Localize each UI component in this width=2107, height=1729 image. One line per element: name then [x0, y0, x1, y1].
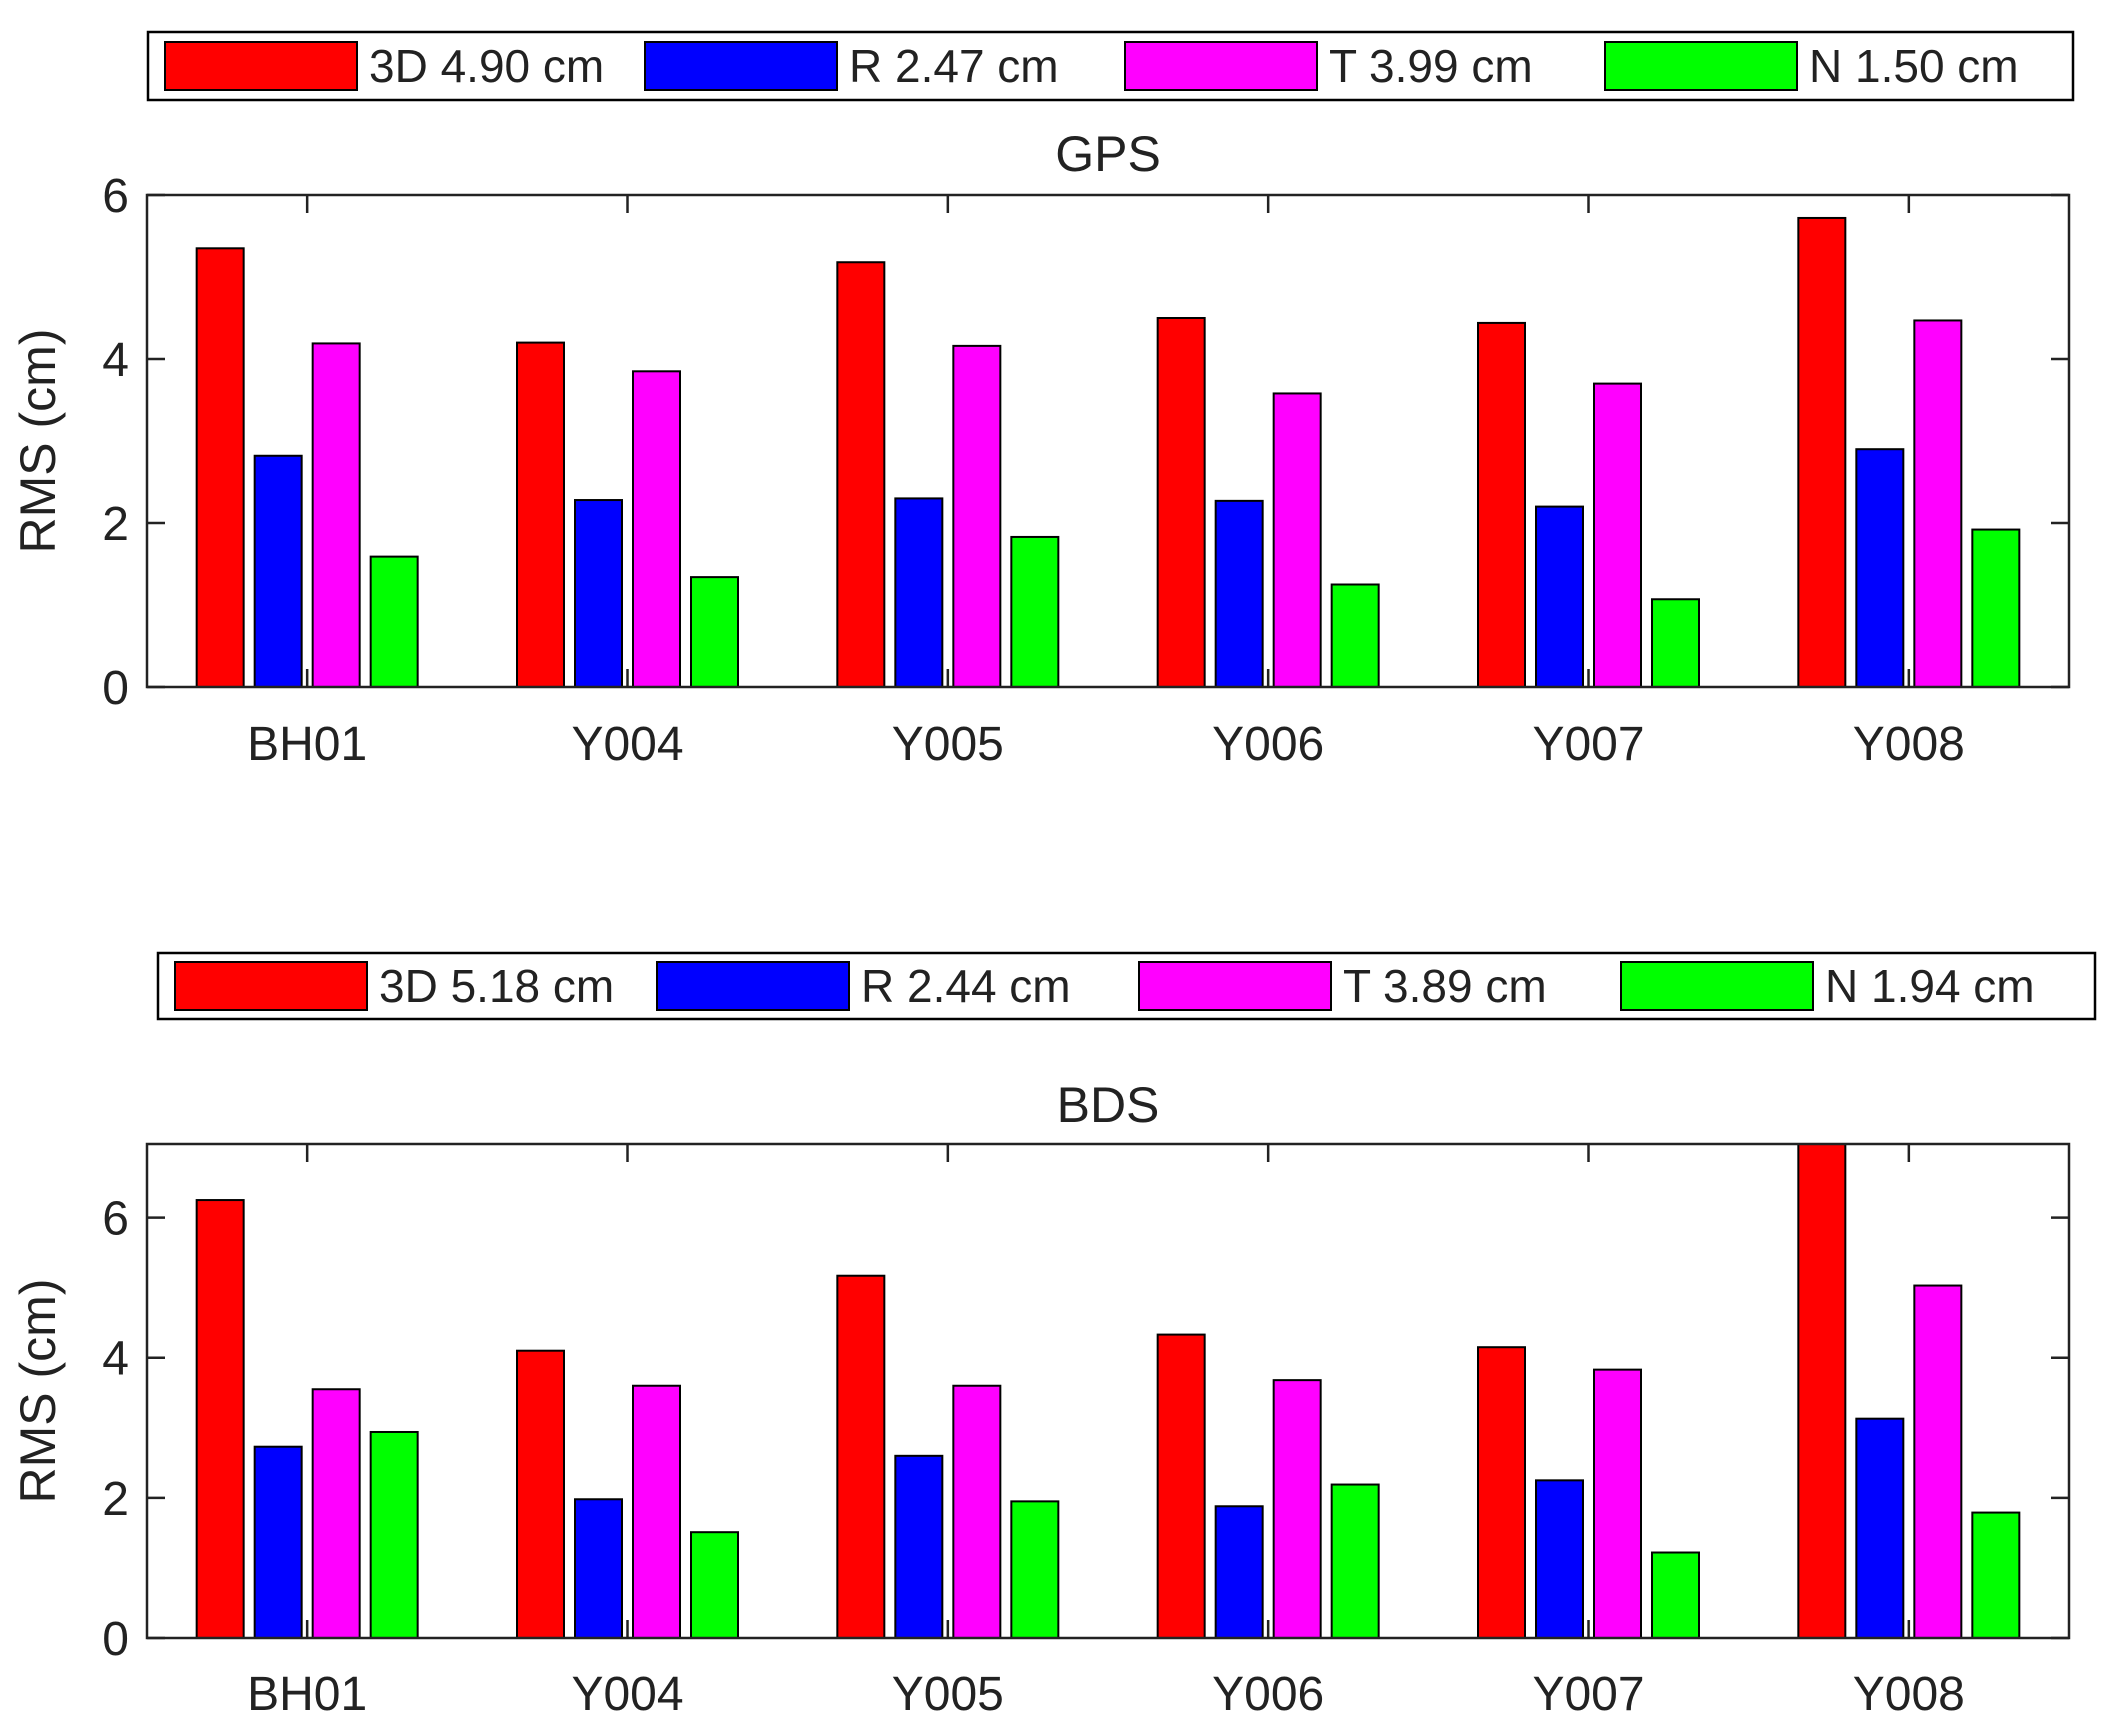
bars	[195, 1143, 2021, 1640]
y-tick-label: 6	[102, 1193, 129, 1246]
legend: 3D 4.90 cm R 2.47 cm T 3.99 cm N 1.50 cm	[146, 30, 2075, 102]
legend-label-t: T 3.99 cm	[1329, 40, 1533, 92]
bar-n-y006	[1330, 1483, 1380, 1639]
plot-frame	[145, 1142, 2071, 1640]
chart-title: BDS	[1057, 1077, 1160, 1133]
legend-swatch-3d	[174, 961, 368, 1011]
bar-3d-y005	[836, 1274, 886, 1639]
bar-n-y005	[1010, 1500, 1060, 1639]
legend-label-r: R 2.47 cm	[849, 40, 1059, 92]
bar-t-y008	[1913, 1284, 1963, 1639]
x-tick-label-y007: Y007	[1532, 1668, 1644, 1721]
x-tick-label-y006: Y006	[1212, 1668, 1324, 1721]
bar-3d-y005	[836, 261, 886, 688]
legend-label-t: T 3.89 cm	[1343, 960, 1547, 1012]
bar-3d-bh01	[195, 1199, 245, 1640]
bar-r-y005	[894, 1454, 944, 1639]
y-axis-title: RMS (cm)	[10, 329, 66, 554]
bar-n-y008	[1971, 528, 2021, 688]
x-tick-label-bh01: BH01	[247, 1668, 367, 1721]
bar-r-bh01	[253, 454, 303, 689]
legend-swatch-3d	[164, 41, 358, 91]
bar-n-y008	[1971, 1511, 2021, 1639]
bar-r-y008	[1855, 1417, 1905, 1639]
bar-3d-y004	[516, 341, 565, 688]
bar-t-y008	[1913, 319, 1963, 688]
legend-swatch-n	[1604, 41, 1798, 91]
legend-label-r: R 2.44 cm	[861, 960, 1071, 1012]
bar-t-y005	[952, 344, 1002, 688]
x-tick-label-y006: Y006	[1212, 718, 1324, 771]
legend-swatch-t	[1124, 41, 1318, 91]
bar-3d-y004	[516, 1349, 565, 1639]
bar-t-y004	[632, 370, 681, 688]
chart-gps: 3D 4.90 cm R 2.47 cm T 3.99 cm N 1.50 cm GPS…	[10, 30, 2075, 771]
bar-r-bh01	[253, 1445, 303, 1640]
bar-r-y008	[1855, 448, 1905, 689]
chart-bds: 3D 5.18 cm R 2.44 cm T 3.89 cm N 1.94 cm BDS…	[10, 951, 2097, 1721]
bar-n-y006	[1330, 583, 1380, 688]
bar-t-bh01	[311, 342, 361, 688]
x-tick-label-y007: Y007	[1532, 718, 1644, 771]
bar-r-y006	[1214, 1505, 1264, 1640]
legend-label-3d: 3D 4.90 cm	[369, 40, 604, 92]
y-tick-label: 0	[102, 1613, 129, 1666]
bar-3d-y008	[1797, 1143, 1847, 1639]
bar-n-y007	[1651, 1551, 1700, 1639]
bar-t-bh01	[311, 1388, 361, 1639]
plot-frame	[145, 193, 2071, 689]
bar-n-bh01	[369, 555, 419, 688]
x-tick-label-y004: Y004	[571, 1668, 683, 1721]
legend: 3D 5.18 cm R 2.44 cm T 3.89 cm N 1.94 cm	[156, 951, 2097, 1021]
y-tick-label: 4	[102, 334, 129, 387]
bar-3d-y007	[1477, 1346, 1526, 1639]
y-tick-label: 4	[102, 1333, 129, 1386]
bar-r-y004	[574, 499, 623, 689]
bar-3d-y006	[1156, 1333, 1206, 1639]
bar-3d-y008	[1797, 216, 1847, 689]
chart-title: GPS	[1055, 126, 1161, 182]
y-axis-title: RMS (cm)	[10, 1279, 66, 1504]
bar-t-y006	[1272, 392, 1322, 688]
legend-swatch-r	[644, 41, 838, 91]
bar-t-y004	[632, 1384, 681, 1639]
legend-label-n: N 1.50 cm	[1809, 40, 2019, 92]
legend-swatch-r	[656, 961, 850, 1011]
bar-n-y004	[690, 576, 739, 688]
bar-r-y007	[1535, 1479, 1584, 1640]
bar-t-y007	[1593, 1368, 1642, 1640]
bar-n-y004	[690, 1531, 739, 1639]
legend-label-n: N 1.94 cm	[1825, 960, 2035, 1012]
bar-t-y007	[1593, 382, 1642, 688]
y-tick-label: 6	[102, 170, 129, 223]
x-tick-label-y008: Y008	[1853, 1668, 1965, 1721]
y-tick-label: 2	[102, 498, 129, 551]
bar-t-y005	[952, 1384, 1002, 1639]
bar-r-y006	[1214, 499, 1264, 688]
bar-n-y007	[1651, 598, 1700, 689]
bar-n-bh01	[369, 1430, 419, 1639]
y-tick-label: 0	[102, 662, 129, 715]
x-tick-label-y004: Y004	[571, 718, 683, 771]
bar-3d-y007	[1477, 321, 1526, 688]
bar-r-y005	[894, 497, 944, 688]
legend-swatch-n	[1620, 961, 1814, 1011]
x-tick-label-y005: Y005	[892, 1668, 1004, 1721]
bar-3d-y006	[1156, 317, 1206, 688]
x-tick-label-y008: Y008	[1853, 718, 1965, 771]
legend-label-3d: 3D 5.18 cm	[379, 960, 614, 1012]
bar-n-y005	[1010, 535, 1060, 688]
bar-t-y006	[1272, 1379, 1322, 1640]
bar-r-y004	[574, 1498, 623, 1639]
bar-r-y007	[1535, 505, 1584, 688]
x-tick-label-y005: Y005	[892, 718, 1004, 771]
y-tick-label: 2	[102, 1473, 129, 1526]
bar-3d-bh01	[195, 247, 245, 689]
x-tick-label-bh01: BH01	[247, 718, 367, 771]
legend-swatch-t	[1138, 961, 1332, 1011]
